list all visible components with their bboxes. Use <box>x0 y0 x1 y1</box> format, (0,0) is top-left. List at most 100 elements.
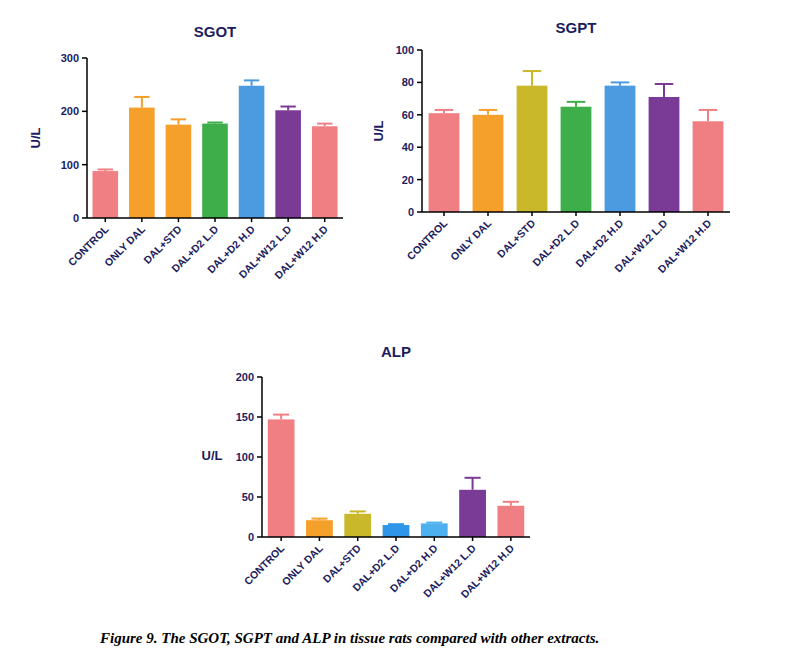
bar <box>459 490 486 537</box>
plot-marks <box>429 71 724 212</box>
x-tick <box>395 537 397 541</box>
bar <box>166 125 192 218</box>
figure: SGOTU/L0100200300CONTROLONLY DALDAL+STDD… <box>0 0 803 668</box>
y-tick-label: 100 <box>396 44 414 56</box>
error-cap <box>244 79 259 81</box>
x-tick <box>707 212 709 216</box>
bar <box>497 506 524 537</box>
error-bar <box>134 97 149 108</box>
error-bar <box>523 71 541 86</box>
error-cap <box>311 518 327 520</box>
error-bar <box>311 519 327 521</box>
error-cap <box>350 510 366 512</box>
bar <box>383 525 410 537</box>
y-tick <box>82 217 87 219</box>
y-axis-label: U/L <box>202 448 223 463</box>
bar <box>268 419 295 537</box>
x-tick <box>510 537 512 541</box>
y-tick-label: 300 <box>61 52 79 64</box>
bar <box>239 86 265 218</box>
chart-3: ALPU/L050100150200CONTROLONLY DALDAL+STD… <box>202 343 530 600</box>
error-stem <box>663 84 665 97</box>
error-bar <box>655 84 673 97</box>
error-cap <box>523 70 541 72</box>
x-tick-label: DAL+W12 H.D <box>655 217 713 275</box>
x-tick <box>319 537 321 541</box>
x-tick <box>141 218 143 222</box>
y-tick <box>82 111 87 113</box>
y-tick <box>257 416 262 418</box>
bar <box>649 97 680 212</box>
y-tick-label: 50 <box>242 491 254 503</box>
chart-1: SGOTU/L0100200300CONTROLONLY DALDAL+STDD… <box>28 23 343 281</box>
error-bar <box>426 522 442 524</box>
x-tick <box>324 218 326 222</box>
x-tick <box>575 212 577 216</box>
error-bar <box>479 110 497 115</box>
y-axis-line <box>86 58 88 218</box>
error-cap <box>465 477 481 479</box>
error-cap <box>503 501 519 503</box>
y-axis-label: U/L <box>28 127 43 148</box>
x-tick <box>443 212 445 216</box>
error-cap <box>280 106 295 108</box>
error-bar <box>503 502 519 506</box>
error-bar <box>244 80 259 85</box>
error-cap <box>479 109 497 111</box>
error-bar <box>567 102 585 107</box>
error-bar <box>317 124 332 127</box>
y-tick-label: 100 <box>236 451 254 463</box>
error-bar <box>273 415 289 420</box>
y-tick <box>257 536 262 538</box>
x-tick <box>619 212 621 216</box>
y-tick <box>417 49 422 51</box>
bar <box>202 124 228 218</box>
error-stem <box>707 110 709 121</box>
x-tick <box>178 218 180 222</box>
x-tick <box>487 212 489 216</box>
y-tick <box>82 57 87 59</box>
y-tick-label: 150 <box>236 411 254 423</box>
error-bar <box>435 110 453 113</box>
bar <box>517 86 548 212</box>
bar <box>693 121 724 212</box>
x-tick-label: DAL+W12 H.D <box>272 223 330 281</box>
caption: Figure 9. The SGOT, SGPT and ALP in tiss… <box>99 630 599 646</box>
y-tick-label: 40 <box>402 141 414 153</box>
error-bar <box>388 524 404 526</box>
bar <box>275 110 301 218</box>
plot-marks <box>92 80 337 218</box>
y-tick-label: 60 <box>402 109 414 121</box>
y-tick-label: 100 <box>61 159 79 171</box>
error-stem <box>141 97 143 108</box>
y-tick-label: 200 <box>236 371 254 383</box>
error-cap <box>426 522 442 524</box>
x-tick <box>280 537 282 541</box>
error-cap <box>655 83 673 85</box>
y-tick <box>257 456 262 458</box>
x-tick-label: DAL+STD <box>494 217 537 260</box>
error-cap <box>134 96 149 98</box>
x-tick-label: ONLY DAL <box>102 223 148 269</box>
x-tick <box>531 212 533 216</box>
error-cap <box>98 168 113 170</box>
error-cap <box>171 118 186 120</box>
error-cap <box>611 81 629 83</box>
error-cap <box>273 414 289 416</box>
error-cap <box>699 109 717 111</box>
error-cap <box>317 123 332 125</box>
error-bar <box>207 123 222 124</box>
y-tick <box>257 376 262 378</box>
x-tick-label: ONLY DAL <box>448 217 494 263</box>
x-tick <box>434 537 436 541</box>
bar <box>605 86 636 212</box>
x-tick-label: DAL+W12 H.D <box>458 542 516 600</box>
y-tick <box>257 496 262 498</box>
y-tick <box>417 179 422 181</box>
error-bar <box>98 169 113 171</box>
y-tick <box>417 211 422 213</box>
y-tick-label: 200 <box>61 105 79 117</box>
y-tick-label: 20 <box>402 174 414 186</box>
x-tick <box>663 212 665 216</box>
x-tick <box>357 537 359 541</box>
